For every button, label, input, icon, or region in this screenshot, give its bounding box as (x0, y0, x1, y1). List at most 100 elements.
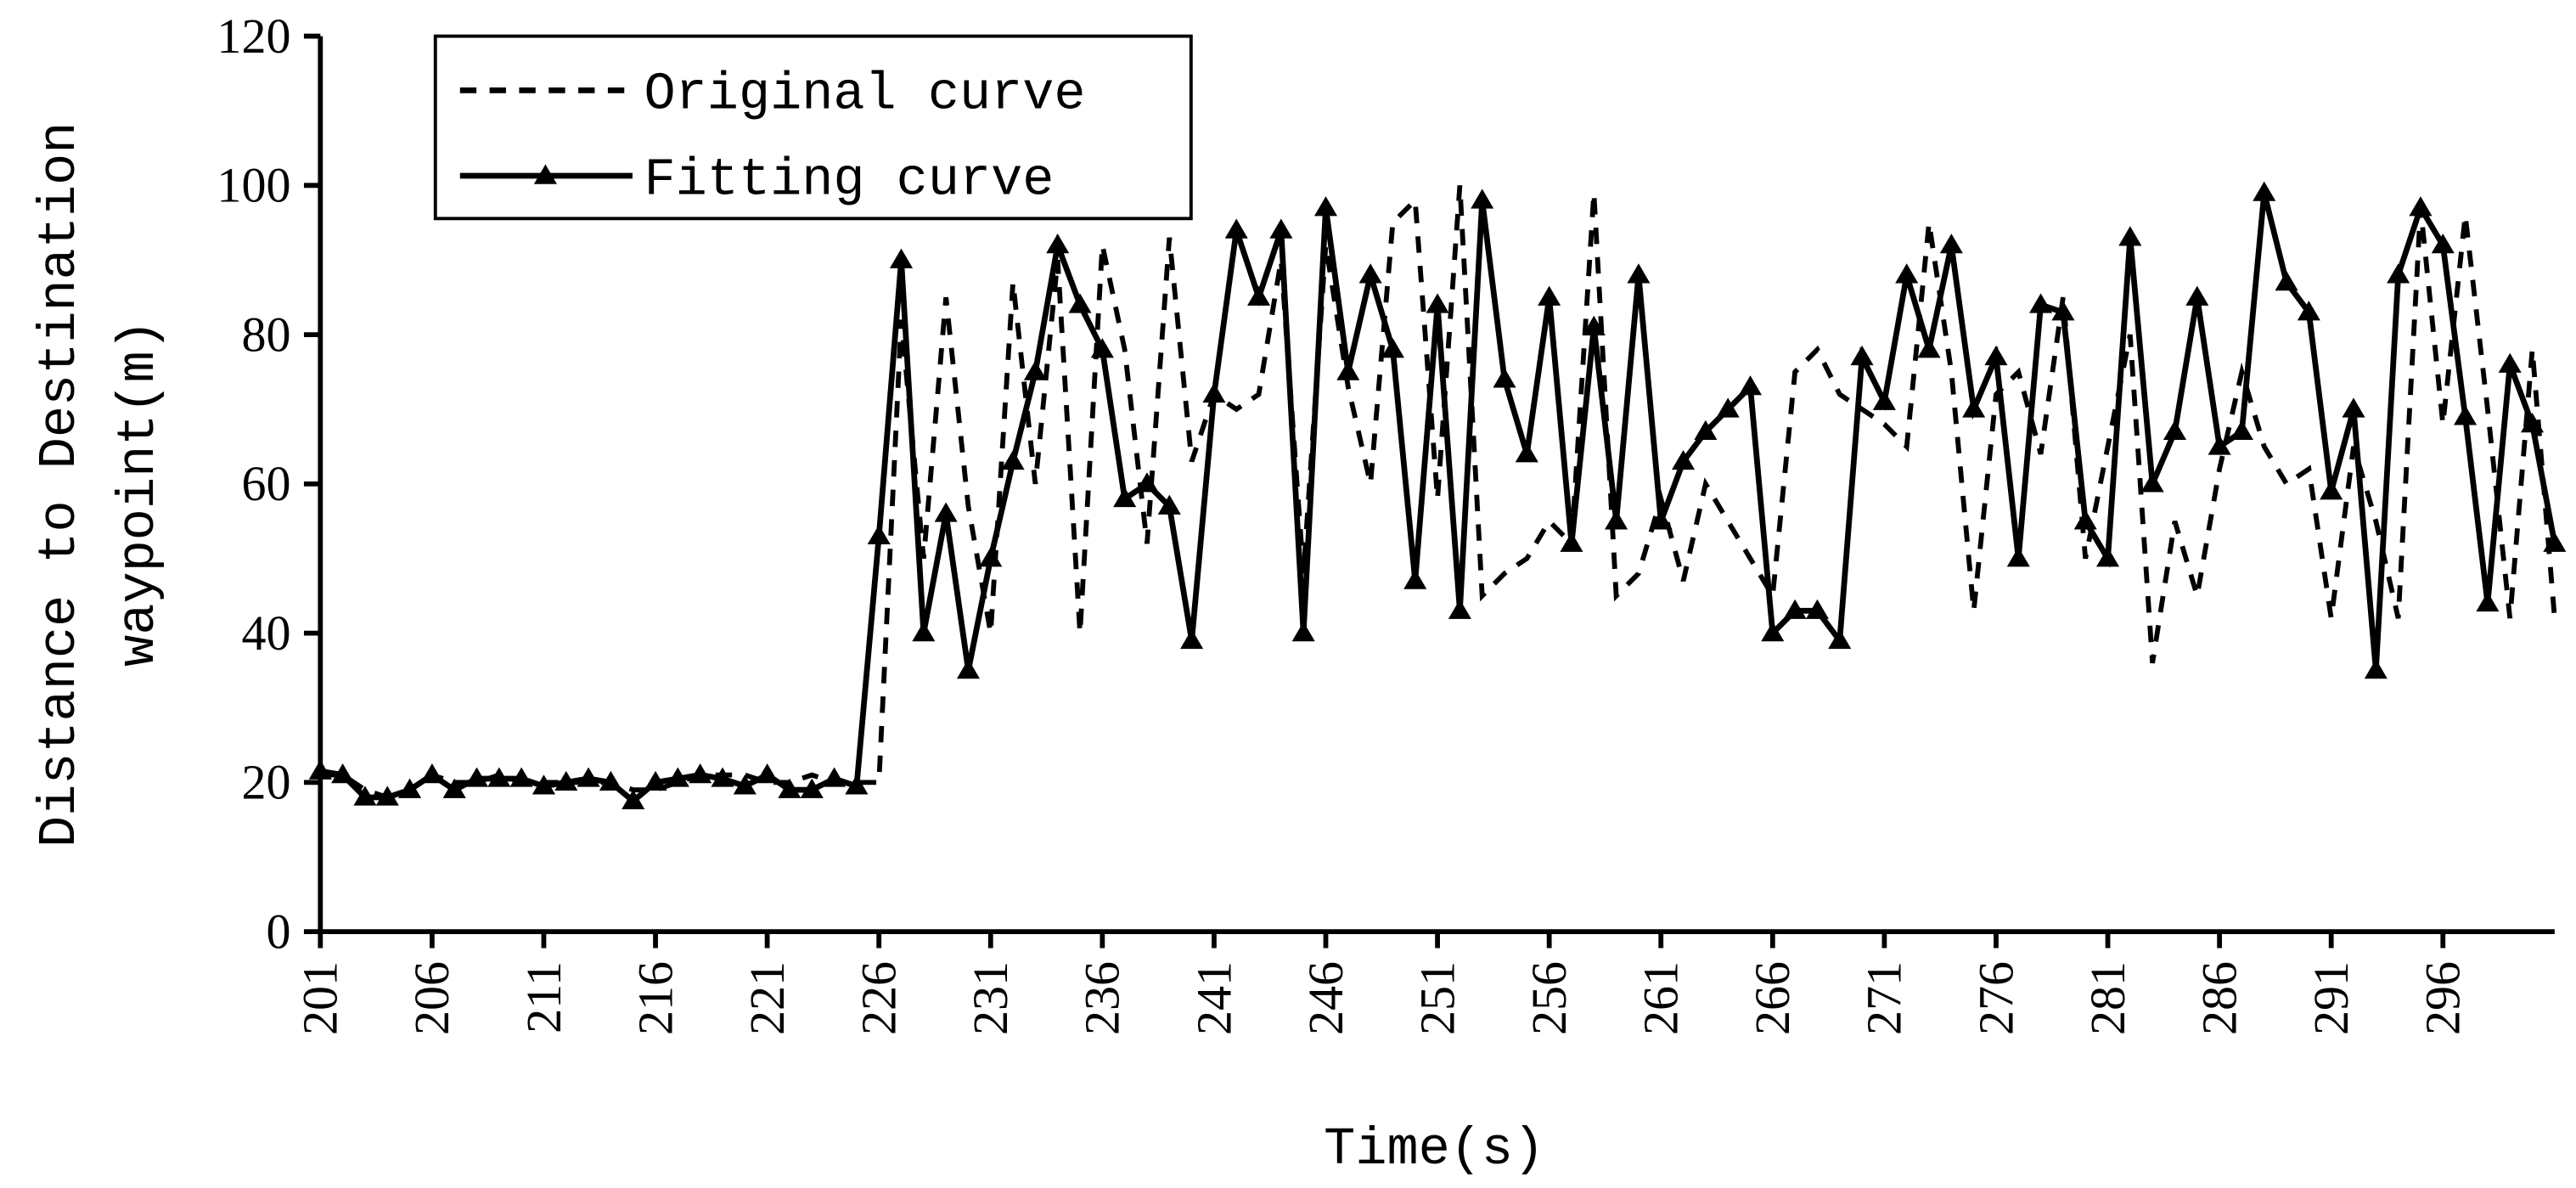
marker (979, 547, 1003, 567)
marker (1135, 472, 1159, 493)
marker (1224, 218, 1248, 239)
marker (1471, 189, 1494, 209)
marker (1783, 599, 1807, 619)
marker (778, 778, 801, 798)
marker (2140, 472, 2164, 493)
y-tick-label: 60 (241, 456, 290, 511)
marker (1649, 510, 1673, 530)
marker (1180, 628, 1204, 650)
marker (644, 770, 667, 791)
marker (689, 763, 712, 784)
marker (800, 778, 824, 798)
y-tick-label: 120 (217, 8, 290, 64)
marker (2095, 547, 2120, 567)
marker (1850, 345, 1874, 366)
marker (2073, 510, 2097, 530)
marker (1068, 293, 1092, 313)
marker (1672, 449, 1696, 470)
y-tick-label: 100 (217, 158, 290, 213)
marker (1448, 599, 1471, 619)
marker (2275, 271, 2298, 291)
marker (1202, 382, 1226, 403)
marker (2163, 419, 2187, 441)
marker (599, 770, 622, 791)
legend-label: Fitting curve (644, 149, 1055, 210)
legend-marker (533, 164, 557, 184)
marker (2006, 547, 2030, 567)
x-tick-label: 231 (963, 961, 1018, 1035)
legend-label: Original curve (644, 65, 1086, 125)
marker (1515, 442, 1538, 463)
marker (845, 774, 869, 795)
marker (1828, 628, 1852, 650)
marker (554, 770, 578, 791)
marker (2185, 285, 2209, 306)
marker (398, 778, 422, 798)
x-tick-label: 211 (516, 961, 571, 1033)
marker (1694, 419, 1718, 441)
x-tick-label: 286 (2191, 961, 2247, 1035)
x-tick-label: 241 (1186, 961, 1241, 1035)
x-tick-label: 201 (293, 961, 348, 1035)
marker (2029, 293, 2053, 313)
marker (2454, 405, 2478, 425)
marker (1313, 196, 1338, 217)
marker (912, 622, 936, 642)
x-tick-label: 281 (2080, 961, 2135, 1035)
marker (2230, 419, 2253, 441)
marker (1381, 338, 1404, 358)
marker (2051, 301, 2075, 321)
x-tick-label: 206 (404, 961, 459, 1035)
y-tick-label: 80 (241, 307, 290, 362)
marker (934, 502, 958, 522)
marker (331, 763, 355, 784)
marker (1984, 345, 2008, 366)
y-axis-label: waypoint(m) (109, 319, 169, 667)
marker (1761, 622, 1785, 642)
marker (956, 659, 981, 679)
marker (1291, 622, 1315, 642)
marker (867, 524, 891, 545)
marker (2543, 532, 2567, 552)
marker (1917, 338, 1941, 358)
marker (2320, 480, 2343, 500)
x-tick-label: 251 (1409, 961, 1465, 1035)
marker (2297, 301, 2320, 321)
marker (1738, 375, 1763, 396)
x-axis-label: Time(s) (1324, 1119, 1544, 1180)
marker (464, 767, 489, 787)
marker (823, 767, 846, 787)
marker (2476, 591, 2500, 612)
marker (2431, 234, 2455, 254)
marker (1001, 449, 1025, 470)
marker (1895, 263, 1919, 284)
y-tick-label: 0 (266, 904, 290, 959)
marker (1538, 285, 1561, 306)
legend-box (433, 34, 1193, 221)
marker (442, 778, 466, 798)
x-tick-label: 226 (852, 961, 907, 1035)
x-tick-label: 291 (2303, 961, 2359, 1035)
marker (1426, 293, 1449, 313)
marker (487, 767, 511, 787)
x-tick-label: 296 (2416, 961, 2471, 1035)
marker (666, 767, 689, 787)
marker (1872, 390, 1896, 410)
marker (353, 785, 377, 806)
marker (1493, 368, 1516, 388)
marker (2253, 181, 2276, 201)
marker (1939, 234, 1963, 254)
marker (1090, 338, 1114, 358)
marker (711, 767, 734, 787)
marker (756, 763, 779, 784)
marker (2387, 263, 2410, 284)
x-tick-label: 221 (740, 961, 795, 1035)
marker (1023, 360, 1047, 380)
marker (889, 248, 914, 268)
marker (1560, 532, 1583, 552)
marker (1627, 263, 1651, 284)
marker (733, 774, 756, 795)
marker (1962, 397, 1986, 418)
